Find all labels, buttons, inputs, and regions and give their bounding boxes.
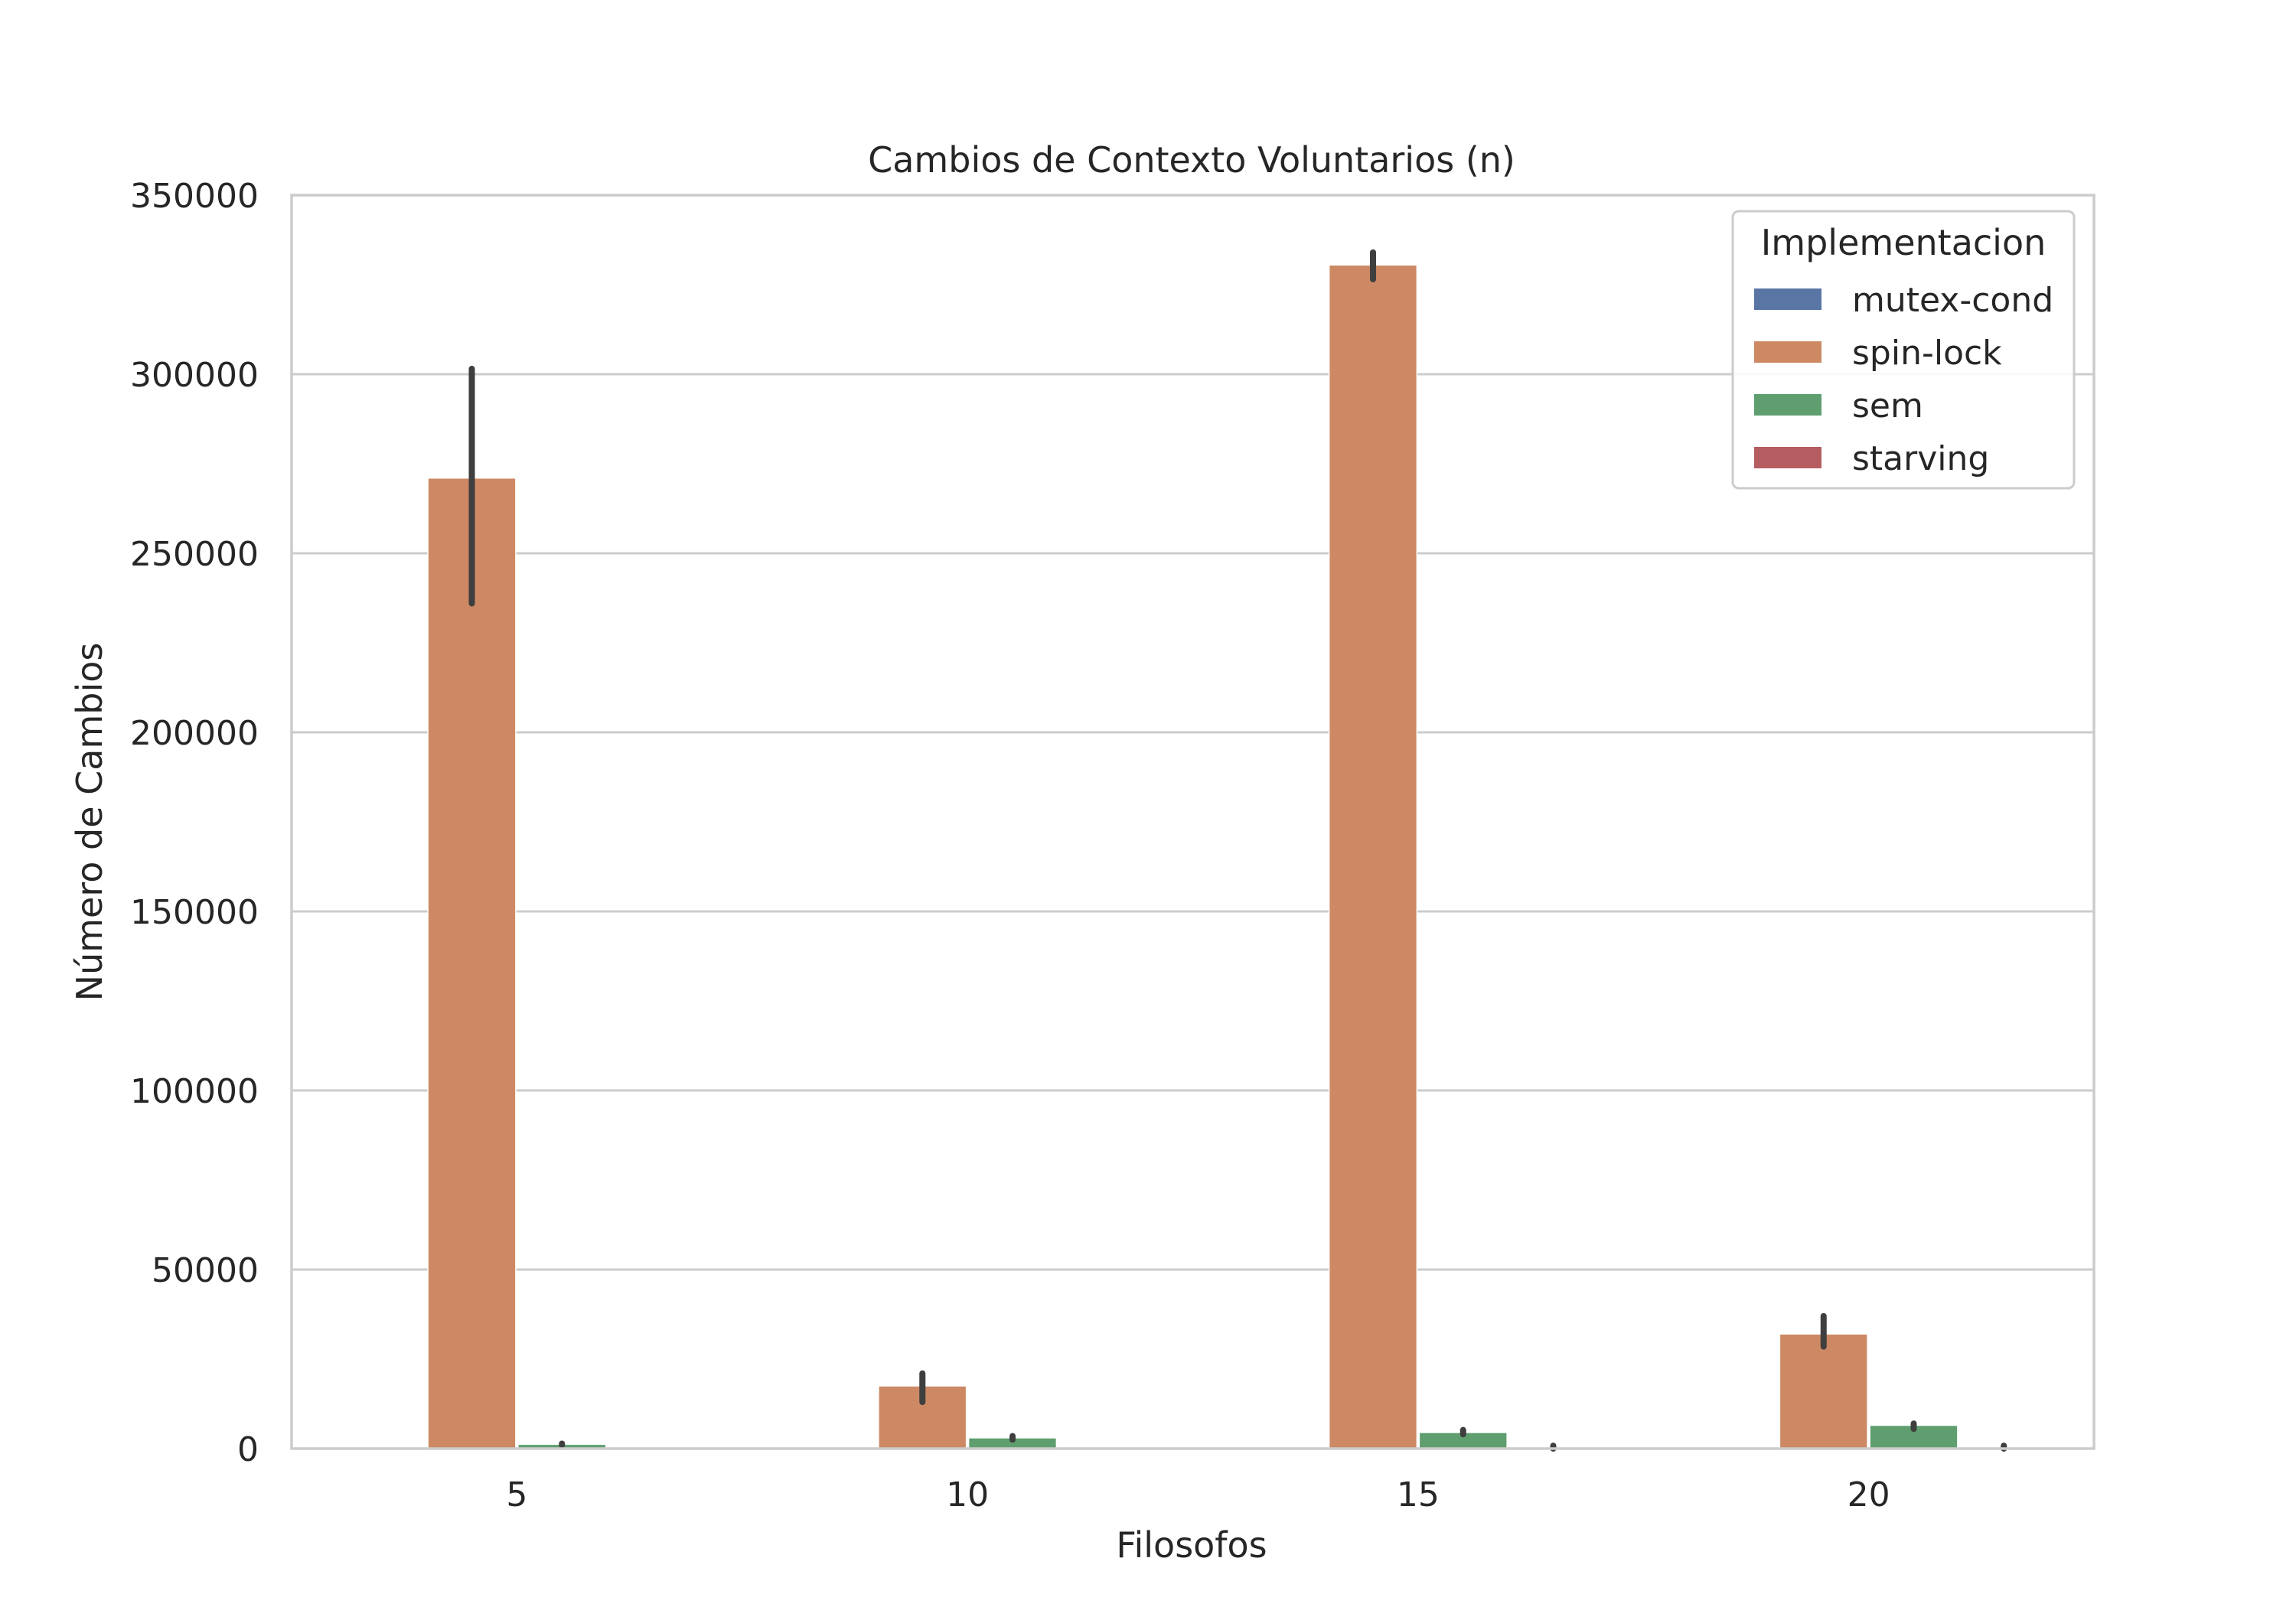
legend-title: Implementacion bbox=[1761, 222, 2047, 263]
y-tick-label: 350000 bbox=[130, 177, 259, 216]
legend[interactable]: Implementacion mutex-cond spin-lock sem sta… bbox=[1731, 210, 2076, 490]
bar-spin-lock-20 bbox=[1779, 1333, 1868, 1449]
y-tick-label: 50000 bbox=[152, 1251, 259, 1290]
y-tick-label: 100000 bbox=[130, 1072, 259, 1111]
y-axis-label: Número de Cambios bbox=[69, 643, 110, 1002]
x-tick-label: 20 bbox=[1848, 1475, 1890, 1514]
x-tick-label: 15 bbox=[1397, 1475, 1440, 1514]
chart-title: Cambios de Contexto Voluntarios (n) bbox=[868, 139, 1515, 181]
x-tick-label: 10 bbox=[946, 1475, 989, 1514]
x-tick-label: 5 bbox=[506, 1475, 527, 1514]
y-tick-label: 300000 bbox=[130, 356, 259, 395]
legend-label-mutex-cond: mutex-cond bbox=[1852, 281, 2053, 320]
legend-label-starving: starving bbox=[1852, 439, 1989, 478]
legend-swatch-sem bbox=[1754, 394, 1821, 416]
y-tick-label: 200000 bbox=[130, 714, 259, 753]
bar-spin-lock-5 bbox=[427, 477, 517, 1449]
x-axis-label: Filosofos bbox=[1116, 1524, 1267, 1566]
legend-swatch-mutex-cond bbox=[1754, 288, 1821, 310]
x-tick-labels: 5 10 15 20 bbox=[506, 1475, 1890, 1514]
y-tick-labels: 0 50000 100000 150000 200000 250000 300000 3500… bbox=[130, 177, 259, 1469]
error-bars bbox=[468, 249, 2007, 1452]
legend-items: mutex-cond spin-lock sem starving bbox=[1754, 281, 2053, 478]
legend-swatch-starving bbox=[1754, 447, 1821, 468]
bars bbox=[427, 264, 2049, 1449]
y-tick-label: 150000 bbox=[130, 893, 259, 932]
y-tick-label: 0 bbox=[237, 1430, 259, 1469]
plot-frame bbox=[290, 194, 2095, 1450]
legend-label-sem: sem bbox=[1852, 386, 1923, 425]
y-tick-label: 250000 bbox=[130, 535, 259, 574]
legend-box bbox=[1731, 210, 2076, 490]
legend-label-spin-lock: spin-lock bbox=[1852, 334, 2002, 373]
bar-spin-lock-15 bbox=[1328, 264, 1418, 1449]
legend-swatch-spin-lock bbox=[1754, 341, 1821, 363]
